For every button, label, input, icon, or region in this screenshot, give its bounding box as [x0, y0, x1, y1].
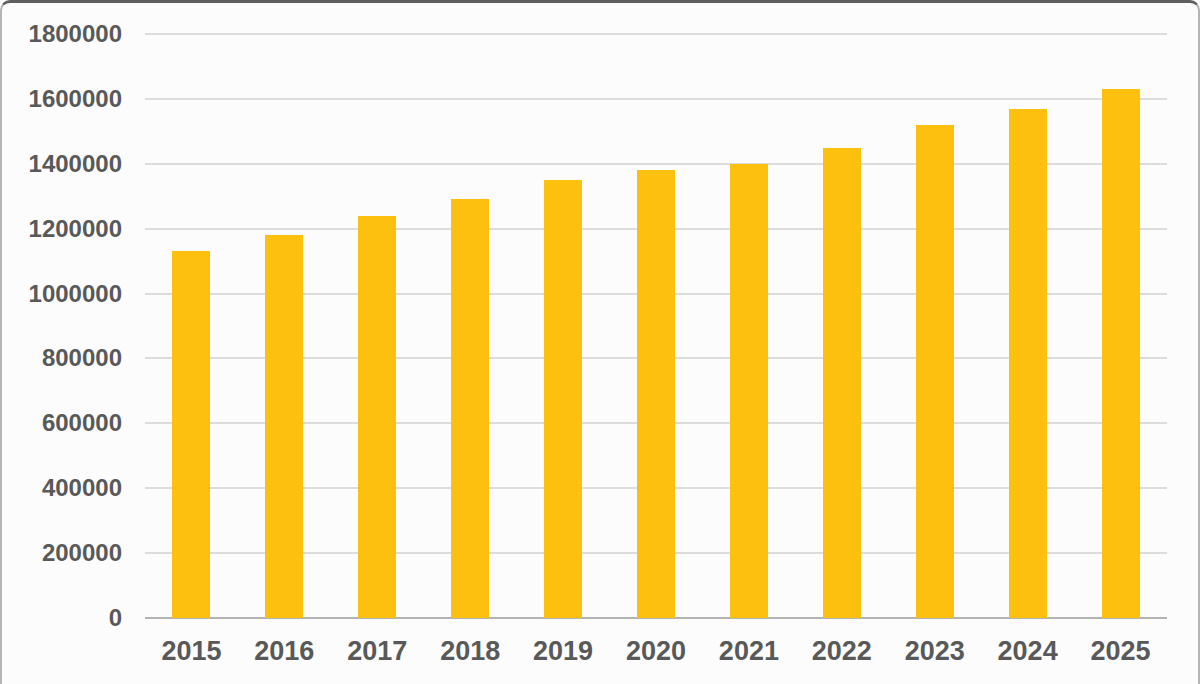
bar-2020	[637, 170, 675, 618]
x-tick-label: 2020	[626, 636, 686, 667]
y-tick-label: 0	[2, 604, 122, 632]
y-tick-label: 1800000	[2, 20, 122, 48]
chart-frame: 1800000 1600000 1400000 1200000 1000000 80000…	[0, 0, 1200, 684]
bar-2024	[1009, 109, 1047, 618]
y-tick-label: 800000	[2, 344, 122, 372]
x-tick-label: 2023	[905, 636, 965, 667]
bar-2017	[358, 216, 396, 618]
gridline	[145, 33, 1167, 35]
bar-2015	[172, 251, 210, 618]
y-tick-label: 1600000	[2, 85, 122, 113]
y-tick-label: 400000	[2, 474, 122, 502]
bar-2022	[823, 148, 861, 618]
x-tick-label: 2024	[998, 636, 1058, 667]
x-tick-label: 2015	[161, 636, 221, 667]
x-tick-label: 2022	[812, 636, 872, 667]
bar-2018	[451, 199, 489, 618]
y-tick-label: 600000	[2, 409, 122, 437]
bar-2021	[730, 164, 768, 618]
x-tick-label: 2025	[1090, 636, 1150, 667]
y-axis-tick-labels: 1800000 1600000 1400000 1200000 1000000 80000…	[2, 3, 122, 684]
y-tick-label: 1200000	[2, 215, 122, 243]
bar-2023	[916, 125, 954, 618]
x-tick-label: 2017	[347, 636, 407, 667]
x-tick-label: 2019	[533, 636, 593, 667]
y-tick-label: 200000	[2, 539, 122, 567]
plot-area	[145, 34, 1167, 618]
x-tick-label: 2018	[440, 636, 500, 667]
bar-2019	[544, 180, 582, 618]
y-tick-label: 1000000	[2, 280, 122, 308]
x-tick-label: 2021	[719, 636, 779, 667]
x-tick-label: 2016	[254, 636, 314, 667]
bar-2016	[265, 235, 303, 618]
gridline	[145, 98, 1167, 100]
y-tick-label: 1400000	[2, 150, 122, 178]
bar-2025	[1102, 89, 1140, 618]
x-axis-tick-labels: 2015 2016 2017 2018 2019 2020 2021 2022 2023 2024…	[145, 636, 1167, 676]
